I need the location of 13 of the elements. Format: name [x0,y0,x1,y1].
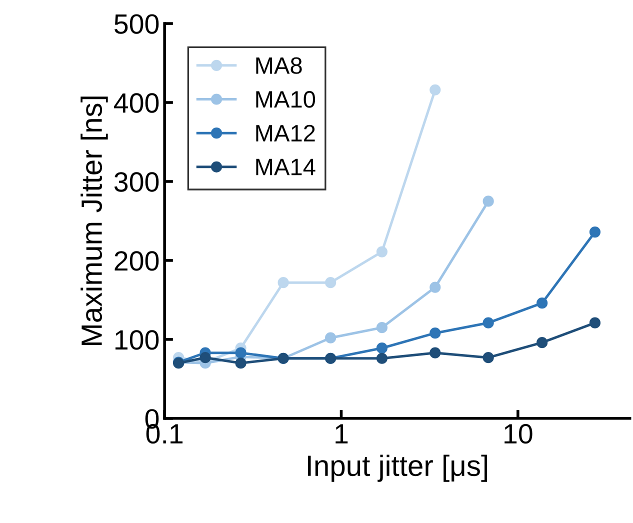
y-axis-title: Maximum Jitter [ns] [80,96,108,345]
legend-label: MA14 [256,158,316,176]
y-tick-label: 200 [114,251,159,271]
y-tick-label: 300 [114,172,159,192]
x-tick-label: 10 [504,424,532,444]
x-axis-title: Input jitter [μs] [308,454,488,482]
y-tick-label: 400 [114,93,159,113]
legend-label: MA12 [256,124,315,142]
legend-label: MA8 [256,57,302,74]
legend-label: MA10 [256,91,316,108]
x-tick-label: 1 [336,424,348,444]
y-tick-label: 100 [115,330,159,350]
y-tick-label: 500 [114,14,159,34]
